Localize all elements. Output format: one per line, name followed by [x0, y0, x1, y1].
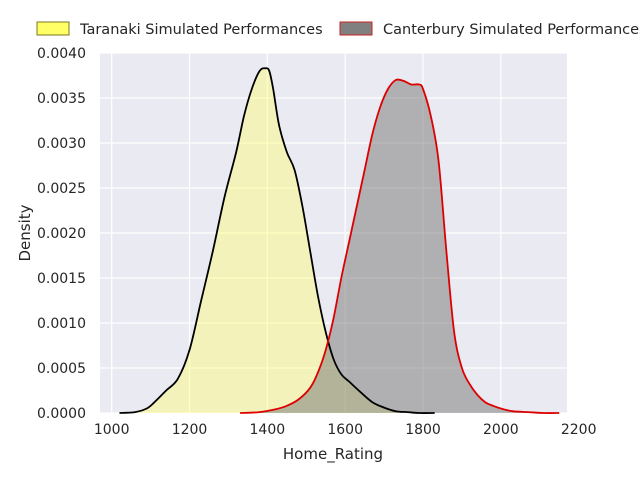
x-tick-label: 1000	[94, 422, 130, 438]
canterbury-legend-label: Canterbury Simulated Performances	[383, 22, 640, 38]
x-tick-label: 1200	[172, 422, 208, 438]
grid	[100, 52, 567, 414]
y-tick-label: 0.0030	[37, 136, 86, 152]
taranaki-legend-label: Taranaki Simulated Performances	[79, 22, 323, 38]
y-tick-label: 0.0020	[37, 226, 86, 242]
y-tick-label: 0.0040	[37, 46, 86, 62]
canterbury-legend-swatch	[339, 21, 373, 36]
tick-labels: 1000 1200 1400 1600 1800 2000 2200 0.0000 0.0005…	[37, 46, 596, 438]
y-tick-label: 0.0000	[37, 406, 86, 422]
x-tick-label: 2200	[561, 422, 597, 438]
taranaki-density-area	[119, 68, 435, 414]
y-tick-label: 0.0010	[37, 316, 86, 332]
y-tick-label: 0.0015	[37, 271, 86, 287]
density-areas	[119, 67, 560, 414]
y-tick-label: 0.0035	[37, 91, 86, 107]
taranaki-density-line	[119, 67, 435, 414]
x-tick-label: 1800	[405, 422, 441, 438]
y-tick-label: 0.0005	[37, 361, 86, 377]
legend: Taranaki Simulated Performances Canterbur…	[36, 21, 640, 38]
x-tick-label: 1600	[327, 422, 363, 438]
x-tick-label: 1400	[250, 422, 286, 438]
canterbury-density-area	[240, 79, 560, 414]
y-axis-label: Density	[16, 204, 34, 261]
x-tick-label: 2000	[483, 422, 519, 438]
taranaki-legend-swatch	[36, 21, 70, 36]
x-axis-label: Home_Rating	[283, 445, 383, 464]
canterbury-density-line	[240, 78, 560, 414]
y-tick-label: 0.0025	[37, 181, 86, 197]
